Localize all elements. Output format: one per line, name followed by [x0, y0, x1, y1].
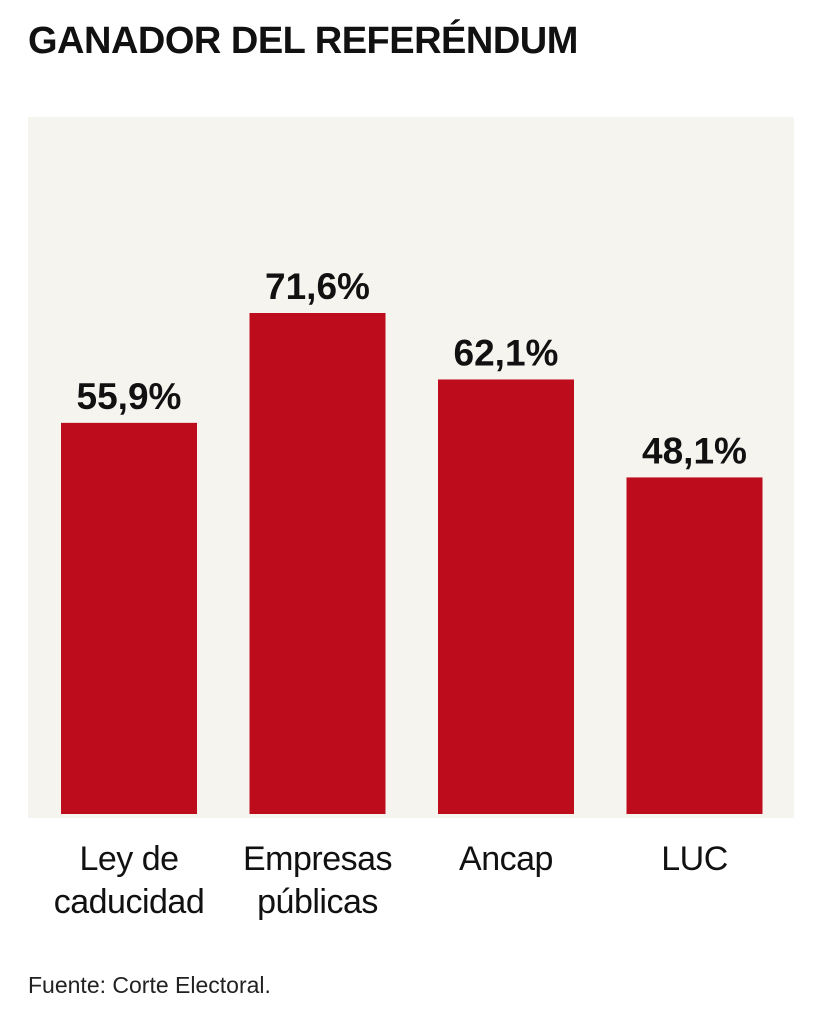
value-label-2: 62,1% [454, 332, 559, 373]
chart-title: GANADOR DEL REFERÉNDUM [28, 20, 578, 62]
bar-3 [626, 477, 763, 814]
bar-2 [438, 379, 574, 814]
bar-chart: 55,9% 71,6% 62,1% 48,1% [28, 117, 794, 818]
value-label-3: 48,1% [642, 430, 747, 471]
source-note: Fuente: Corte Electoral. [28, 972, 271, 998]
category-label-0-line-0: Ley de [79, 840, 179, 878]
bar-0 [61, 422, 197, 814]
category-label-1: Empresas públicas [223, 838, 413, 924]
category-label-1-line-0: Empresas [242, 840, 393, 878]
value-labels-group: 55,9% 71,6% 62,1% 48,1% [77, 266, 747, 471]
category-label-2-line-0: Ancap [459, 840, 553, 878]
category-label-2: Ancap [411, 838, 601, 881]
value-label-0: 55,9% [77, 376, 182, 417]
category-label-0-line-1: caducidad [53, 883, 205, 921]
bars-group [61, 313, 763, 814]
category-label-1-line-1: públicas [257, 883, 378, 921]
bar-1 [249, 313, 386, 814]
category-label-3: LUC [600, 838, 790, 881]
category-label-3-line-0: LUC [661, 840, 728, 878]
value-label-1: 71,6% [265, 266, 370, 307]
category-label-0: Ley de caducidad [34, 838, 224, 924]
